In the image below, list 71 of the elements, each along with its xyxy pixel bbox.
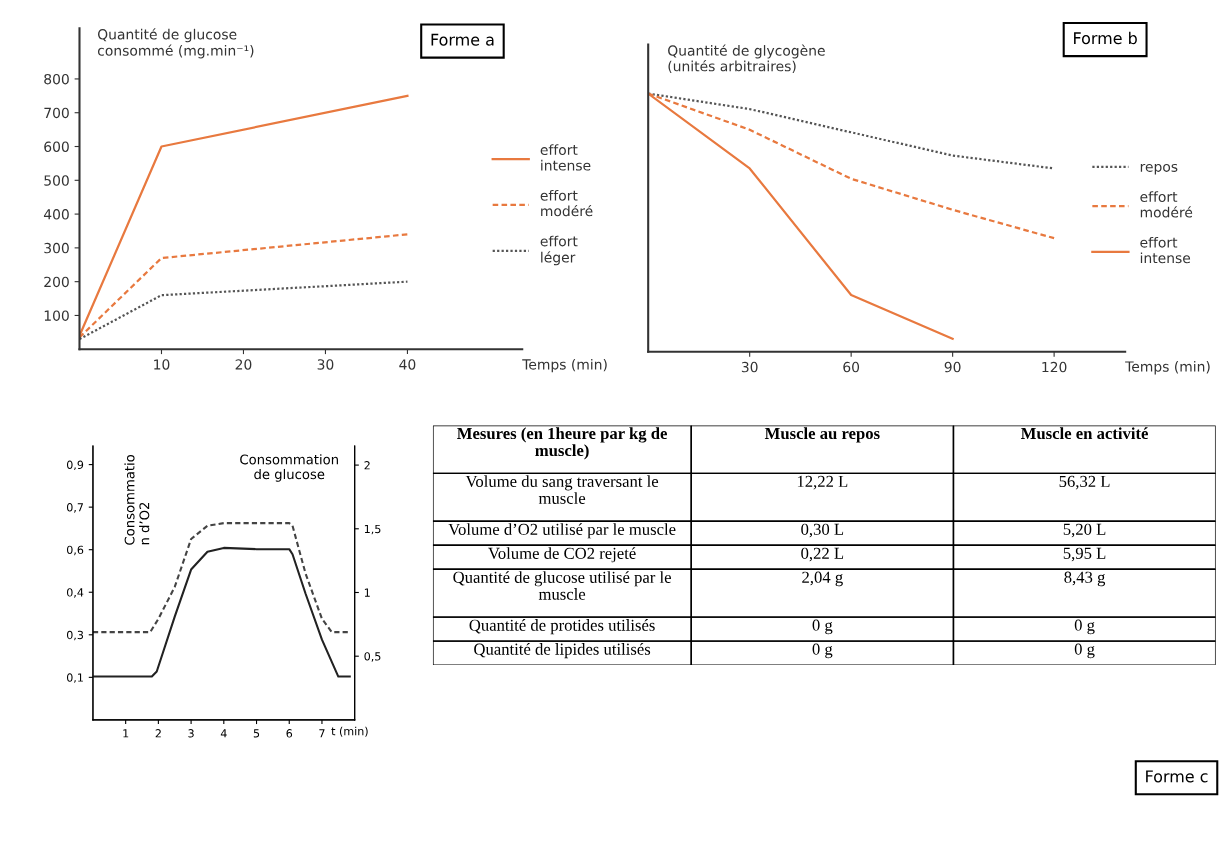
x-tick-label: 40 <box>399 359 416 370</box>
x-tick-label: 30 <box>741 361 758 373</box>
x-tick-label: 6 <box>286 729 293 738</box>
x-tick-label: 60 <box>843 361 860 373</box>
x-axis-title: t (min) <box>331 726 368 737</box>
x-tick-label: 3 <box>188 729 194 738</box>
chart-title: Forme b <box>1074 31 1137 45</box>
legend-label: effort intense <box>1140 236 1191 264</box>
y-axis-title: Consommatio n d’O2 <box>124 454 150 545</box>
x-axis-title: Temps (min) <box>1125 361 1210 375</box>
y2-tick-label: 2 <box>364 461 370 470</box>
y-tick-label: 500 <box>44 175 69 186</box>
y2-tick-label: 1,5 <box>364 524 381 535</box>
legend-label: effort modéré <box>1140 191 1193 218</box>
x-tick-label: 20 <box>235 359 252 370</box>
y2-tick-label: 0,5 <box>364 652 381 662</box>
y-tick-label: 700 <box>44 107 69 119</box>
legend-label: repos <box>1140 163 1178 175</box>
x-tick-label: 5 <box>253 729 260 738</box>
y-tick-label: 800 <box>44 73 69 85</box>
legend-label: effort intense <box>540 144 591 171</box>
x-tick-label: 2 <box>155 729 161 738</box>
text: 56,32 L <box>1059 475 1110 490</box>
x-tick-label: 7 <box>319 729 325 738</box>
y-tick-label: 100 <box>44 310 69 321</box>
text: Forme c <box>1146 770 1208 783</box>
x-tick-label: 90 <box>944 361 961 373</box>
chart-title: Forme a <box>431 33 494 46</box>
x-tick-label: 1 <box>123 729 129 738</box>
y2-tick-label: 1 <box>364 588 370 597</box>
category-label: Quantité de glucose utilisé par le muscle <box>453 571 671 600</box>
text: 0,22 L <box>801 547 844 562</box>
text: 0 g <box>1074 643 1095 659</box>
y-tick-label: 0,6 <box>66 545 84 556</box>
text: 8,43 g <box>1064 571 1106 587</box>
y-tick-label: 0,4 <box>66 588 84 598</box>
y-tick-label: 0,7 <box>66 503 83 513</box>
category-label: Quantité de protides utilisés <box>469 619 655 635</box>
legend-label: effort modéré <box>540 189 593 217</box>
text: 0 g <box>1074 619 1095 635</box>
category-label: Muscle au repos <box>764 427 880 443</box>
category-label: Volume de CO2 rejeté <box>488 547 636 563</box>
text: Mesures (en 1heure par kg de muscle) <box>457 427 667 460</box>
legend-label: effort léger <box>540 235 578 266</box>
y-tick-label: 0,9 <box>66 460 84 471</box>
y-tick-label: 200 <box>44 276 69 288</box>
x-axis-title: Temps (min) <box>522 358 607 373</box>
y-tick-label: 300 <box>44 242 69 254</box>
y-axis-title: Quantité de glycogène (unités arbitraires) <box>668 44 825 74</box>
text: 0 g <box>812 643 833 659</box>
y-axis-title: Quantité de glucose consommé (mg.min⁻¹) <box>97 28 254 59</box>
text: 0 g <box>812 619 833 635</box>
text: 5,20 L <box>1063 523 1106 538</box>
text: 0,30 L <box>801 523 844 538</box>
text: 2,04 g <box>802 571 843 587</box>
y-tick-label: 600 <box>44 141 69 152</box>
x-tick-label: 4 <box>220 729 227 738</box>
y-tick-label: 400 <box>43 209 69 220</box>
category-label: Muscle en activité <box>1020 427 1148 440</box>
y2-axis-title: Consommation de glucose <box>240 454 338 482</box>
x-tick-label: 30 <box>317 359 334 370</box>
x-tick-label: 10 <box>154 359 170 370</box>
category-label: Volume d’O2 utilisé par le muscle <box>448 523 676 539</box>
text: 12,22 L <box>797 475 848 490</box>
category-label: Volume du sang traversant le muscle <box>465 475 659 504</box>
y-tick-label: 0,3 <box>66 630 84 641</box>
x-tick-label: 120 <box>1042 361 1067 373</box>
line-series <box>92 546 351 678</box>
text: 5,95 L <box>1063 547 1106 562</box>
y-tick-label: 0,1 <box>66 673 83 683</box>
category-label: Quantité de lipides utilisés <box>474 643 651 659</box>
